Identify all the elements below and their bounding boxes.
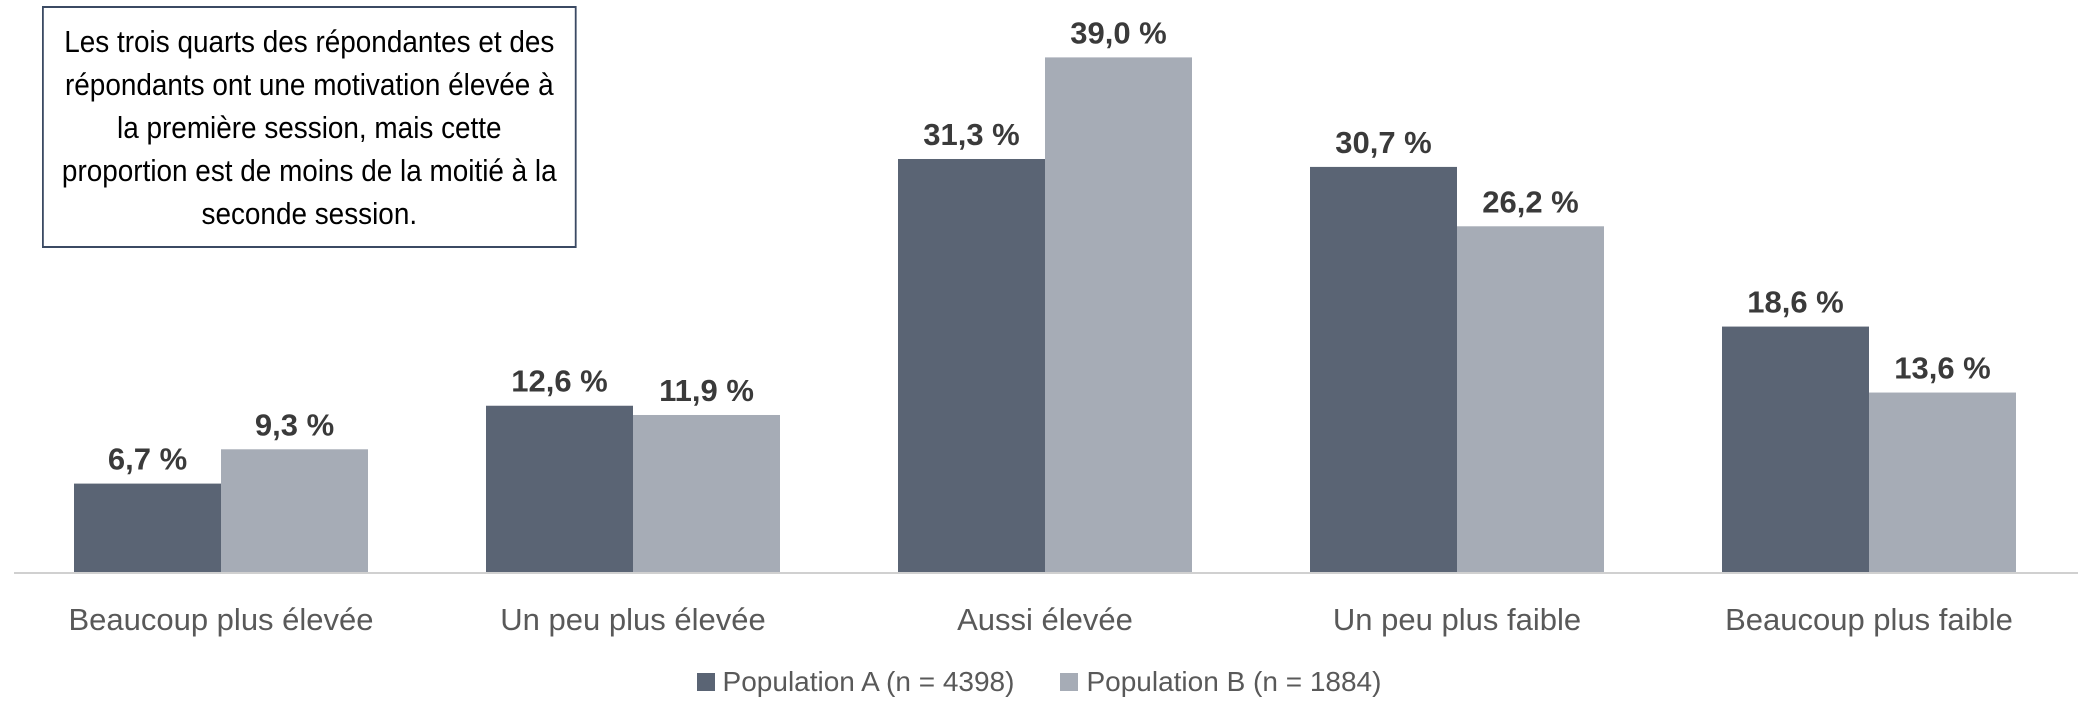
bar-series-1-cat-3 bbox=[898, 158, 1045, 572]
value-label-series-1-cat-5: 18,6 % bbox=[1747, 285, 1844, 320]
bar-series-1-cat-1 bbox=[74, 483, 221, 572]
legend-label-population-a: Population A (n = 4398) bbox=[722, 666, 1015, 697]
category-label-1: Beaucoup plus élevée bbox=[68, 602, 373, 637]
value-label-series-1-cat-1: 6,7 % bbox=[108, 442, 187, 477]
category-label-5: Beaucoup plus faible bbox=[1725, 602, 2013, 637]
value-label-series-1-cat-4: 30,7 % bbox=[1335, 125, 1432, 160]
legend: Population A (n = 4398) Population B (n … bbox=[0, 664, 2078, 700]
value-label-series-1-cat-2: 12,6 % bbox=[511, 364, 608, 399]
bar-series-1-cat-5 bbox=[1722, 326, 1869, 572]
value-label-series-2-cat-4: 26,2 % bbox=[1482, 184, 1579, 219]
bars-group bbox=[74, 57, 2016, 572]
bar-series-2-cat-1 bbox=[221, 449, 368, 572]
annotation-text: Les trois quarts des répondantes et des … bbox=[61, 23, 557, 231]
value-label-series-2-cat-3: 39,0 % bbox=[1070, 15, 1167, 50]
bar-series-2-cat-4 bbox=[1457, 226, 1604, 572]
bar-series-2-cat-3 bbox=[1045, 57, 1192, 572]
category-label-2: Un peu plus élevée bbox=[500, 602, 765, 637]
category-labels-group: Beaucoup plus élevée Un peu plus élevée Au… bbox=[68, 602, 2012, 637]
bar-series-2-cat-2 bbox=[633, 414, 780, 572]
legend-item-population-a: Population A (n = 4398) bbox=[696, 666, 1015, 698]
value-label-series-2-cat-1: 9,3 % bbox=[255, 407, 334, 442]
legend-item-population-b: Population B (n = 1884) bbox=[1060, 666, 1381, 698]
value-label-series-1-cat-3: 31,3 % bbox=[923, 117, 1020, 152]
value-labels-group: 6,7 % 9,3 % 12,6 % 11,9 % 31,3 % 39,0 % 30,7 %… bbox=[108, 15, 1991, 476]
annotation-box: Les trois quarts des répondantes et des … bbox=[42, 6, 577, 248]
category-label-3: Aussi élevée bbox=[957, 602, 1133, 637]
bar-series-2-cat-5 bbox=[1869, 392, 2016, 572]
category-label-4: Un peu plus faible bbox=[1333, 602, 1581, 637]
bar-series-1-cat-2 bbox=[486, 405, 633, 572]
value-label-series-2-cat-5: 13,6 % bbox=[1894, 351, 1991, 386]
value-label-series-2-cat-2: 11,9 % bbox=[659, 373, 754, 408]
bar-series-1-cat-4 bbox=[1310, 166, 1457, 572]
legend-label-population-b: Population B (n = 1884) bbox=[1086, 666, 1382, 697]
legend-swatch-population-a bbox=[696, 673, 715, 691]
legend-swatch-population-b bbox=[1060, 673, 1079, 691]
